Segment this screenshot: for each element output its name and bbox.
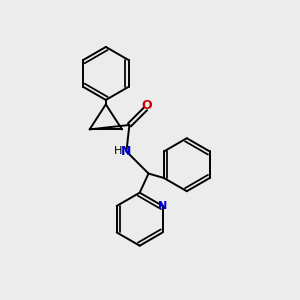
Text: N: N xyxy=(158,201,167,211)
Text: O: O xyxy=(142,99,152,112)
Text: H: H xyxy=(114,146,122,157)
Text: N: N xyxy=(121,145,132,158)
